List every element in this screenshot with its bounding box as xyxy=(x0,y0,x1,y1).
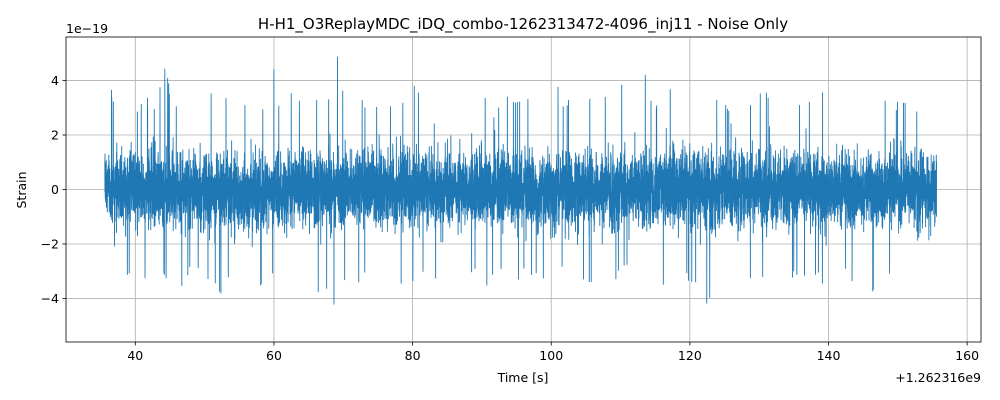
y-axis-scale-label: 1e−19 xyxy=(66,21,108,36)
y-tick-label: 2 xyxy=(51,128,59,143)
x-tick-label: 160 xyxy=(955,348,979,363)
x-tick-label: 80 xyxy=(405,348,421,363)
y-tick-label: −4 xyxy=(41,291,59,306)
x-axis-offset-label: +1.262316e9 xyxy=(895,370,981,385)
y-axis-label: Strain xyxy=(14,171,29,208)
x-tick-label: 140 xyxy=(817,348,841,363)
y-tick-label: 0 xyxy=(51,182,59,197)
y-tick-label: 4 xyxy=(51,73,59,88)
y-tick-label: −2 xyxy=(41,236,59,251)
strain-series-line xyxy=(104,56,938,305)
axis-ticks: 40 60 80 100 120 140 160 −4 −2 0 2 4 xyxy=(41,73,980,363)
grid-lines xyxy=(66,37,981,342)
chart-title: H-H1_O3ReplayMDC_iDQ_combo-1262313472-40… xyxy=(258,15,788,34)
x-tick-label: 120 xyxy=(678,348,702,363)
x-tick-label: 40 xyxy=(127,348,143,363)
x-tick-label: 100 xyxy=(539,348,563,363)
series-layer xyxy=(104,56,938,305)
x-tick-label: 60 xyxy=(266,348,282,363)
x-axis-label: Time [s] xyxy=(497,370,549,385)
